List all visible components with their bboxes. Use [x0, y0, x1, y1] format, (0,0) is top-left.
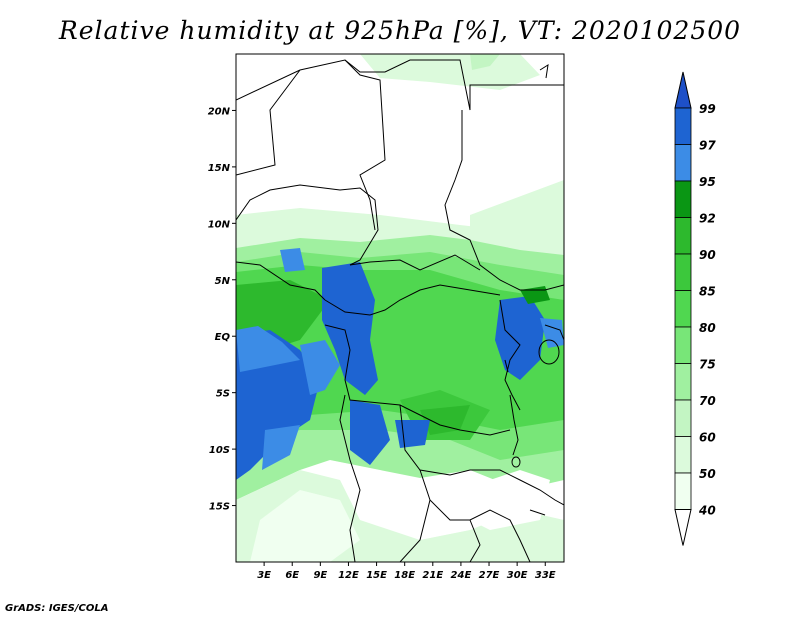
colorbar-segment: [674, 217, 692, 255]
colorbar: 99 97 95 92 90 85 80 75 70 60 50 40: [674, 71, 716, 546]
colorbar-label: 70: [699, 394, 716, 408]
colorbar-label: 97: [699, 139, 716, 153]
colorbar-segment: [674, 180, 692, 218]
colorbar-label: 99: [699, 102, 716, 116]
longitude-axis: 3E 6E 9E 12E 15E 18E 21E 24E 27E 30E 33E: [257, 562, 556, 581]
latitude-tick-label: 20N: [208, 106, 231, 117]
colorbar-label: 50: [699, 467, 716, 481]
latitude-axis: 20N 15N 10N 5N EQ 5S 10S 15S: [208, 106, 236, 513]
longitude-tick-label: 21E: [422, 570, 443, 581]
map-title: Relative humidity at 925hPa [%], VT: 202…: [58, 16, 742, 45]
latitude-tick-label: 15N: [208, 163, 231, 174]
colorbar-label: 75: [699, 358, 716, 372]
colorbar-bottom-arrow: [674, 509, 692, 546]
latitude-tick-label: 10N: [208, 219, 231, 230]
colorbar-label: 92: [699, 212, 716, 226]
longitude-tick-label: 30E: [507, 570, 528, 581]
lake-outlines: [504, 63, 560, 516]
longitude-tick-label: 3E: [257, 570, 271, 581]
colorbar-segment: [674, 107, 692, 145]
colorbar-segment: [674, 399, 692, 437]
colorbar-label: 85: [699, 285, 716, 299]
colorbar-label: 95: [699, 175, 716, 189]
longitude-tick-label: 9E: [313, 570, 327, 581]
longitude-tick-label: 12E: [338, 570, 359, 581]
latitude-tick-label: 5N: [215, 276, 231, 287]
colorbar-top-arrow: [674, 71, 692, 109]
longitude-tick-label: 33E: [535, 570, 556, 581]
latitude-tick-label: 5S: [216, 389, 230, 400]
colorbar-segment: [674, 144, 692, 182]
country-borders: [236, 59, 564, 562]
latitude-tick-label: 15S: [209, 502, 230, 513]
colorbar-label: 90: [699, 248, 716, 262]
colorbar-segment: [674, 436, 692, 474]
longitude-tick-label: 6E: [285, 570, 299, 581]
longitude-tick-label: 15E: [366, 570, 387, 581]
latitude-tick-label: EQ: [215, 332, 231, 343]
colorbar-segment: [674, 326, 692, 364]
map-frame: [235, 53, 565, 563]
longitude-tick-label: 27E: [479, 570, 500, 581]
colorbar-segment: [674, 472, 692, 510]
longitude-tick-label: 18E: [394, 570, 415, 581]
latitude-tick-label: 10S: [209, 445, 230, 456]
colorbar-segment: [674, 290, 692, 328]
colorbar-segment: [674, 363, 692, 401]
colorbar-label: 60: [699, 431, 716, 445]
longitude-tick-label: 24E: [451, 570, 472, 581]
colorbar-label: 40: [698, 504, 716, 518]
grads-credit: GrADS: IGES/COLA: [5, 603, 109, 614]
colorbar-segment: [674, 253, 692, 291]
colorbar-label: 80: [699, 321, 716, 335]
